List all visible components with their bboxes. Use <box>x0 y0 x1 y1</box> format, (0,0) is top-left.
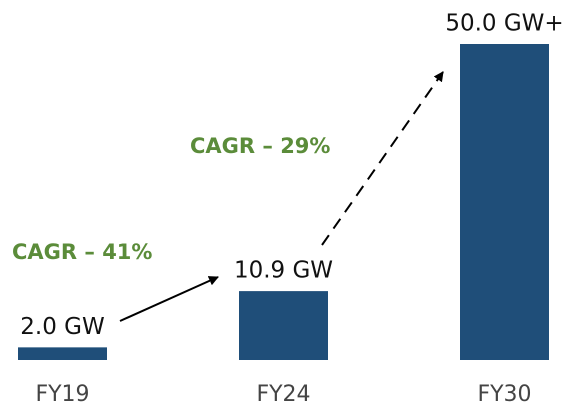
bar <box>18 347 107 360</box>
annotation: CAGR – 41% <box>12 240 152 264</box>
x-tick-label: FY24 <box>256 382 310 407</box>
value-label: 10.9 GW <box>234 258 333 284</box>
x-tick-label: FY30 <box>477 382 531 407</box>
annotation: CAGR – 29% <box>190 134 330 158</box>
value-label: 2.0 GW <box>20 314 104 340</box>
growth-arrow <box>119 276 219 322</box>
value-label: 50.0 GW+ <box>445 11 563 37</box>
growth-arrow-dashed <box>321 71 444 246</box>
bar <box>239 291 328 360</box>
x-tick-label: FY19 <box>35 382 89 407</box>
bar <box>460 44 549 360</box>
